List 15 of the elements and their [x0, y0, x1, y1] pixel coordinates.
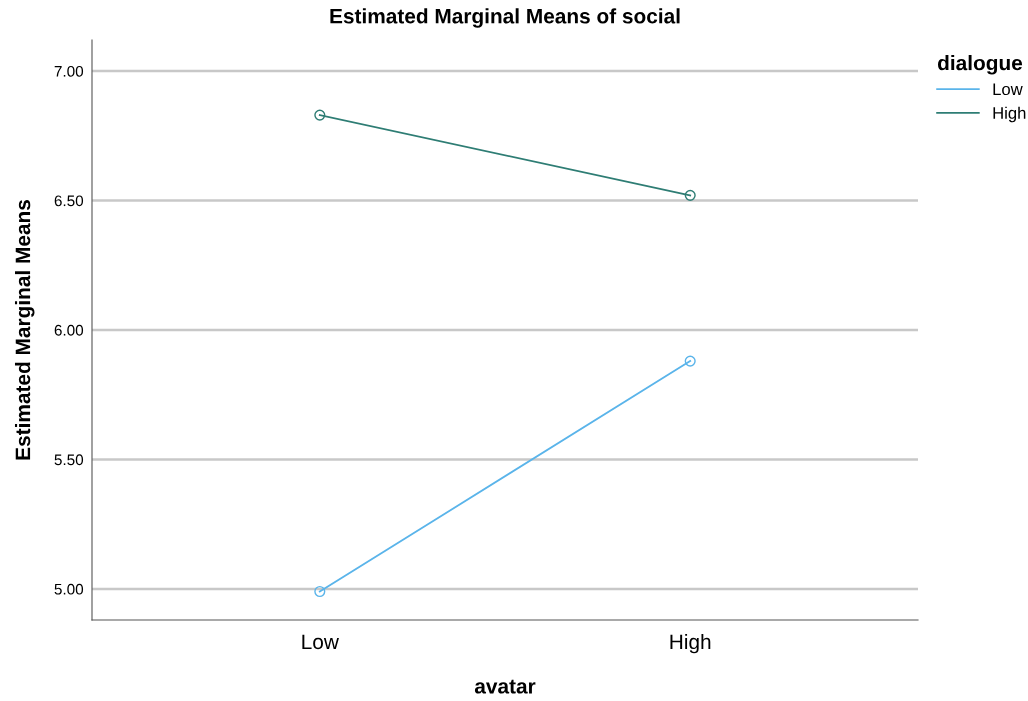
- y-tick-label: 7.00: [54, 65, 84, 77]
- chart-title: Estimated Marginal Means of social: [330, 8, 680, 28]
- point: [314, 585, 326, 598]
- x-axis-title: avatar: [474, 679, 536, 694]
- y-axis-title: Estimated Marginal Means: [14, 200, 35, 460]
- legend-title: dialogue: [937, 55, 1023, 75]
- y-tick-label: 6.00: [54, 324, 84, 336]
- point: [314, 109, 326, 121]
- point: [684, 189, 696, 201]
- y-tick-label: 5.00: [54, 583, 84, 595]
- legend-label: Low: [993, 83, 1023, 96]
- y-tick-label: 5.50: [54, 454, 84, 466]
- point: [684, 355, 696, 367]
- legend-label: High: [993, 106, 1026, 123]
- y-tick-label: 6.50: [54, 195, 84, 207]
